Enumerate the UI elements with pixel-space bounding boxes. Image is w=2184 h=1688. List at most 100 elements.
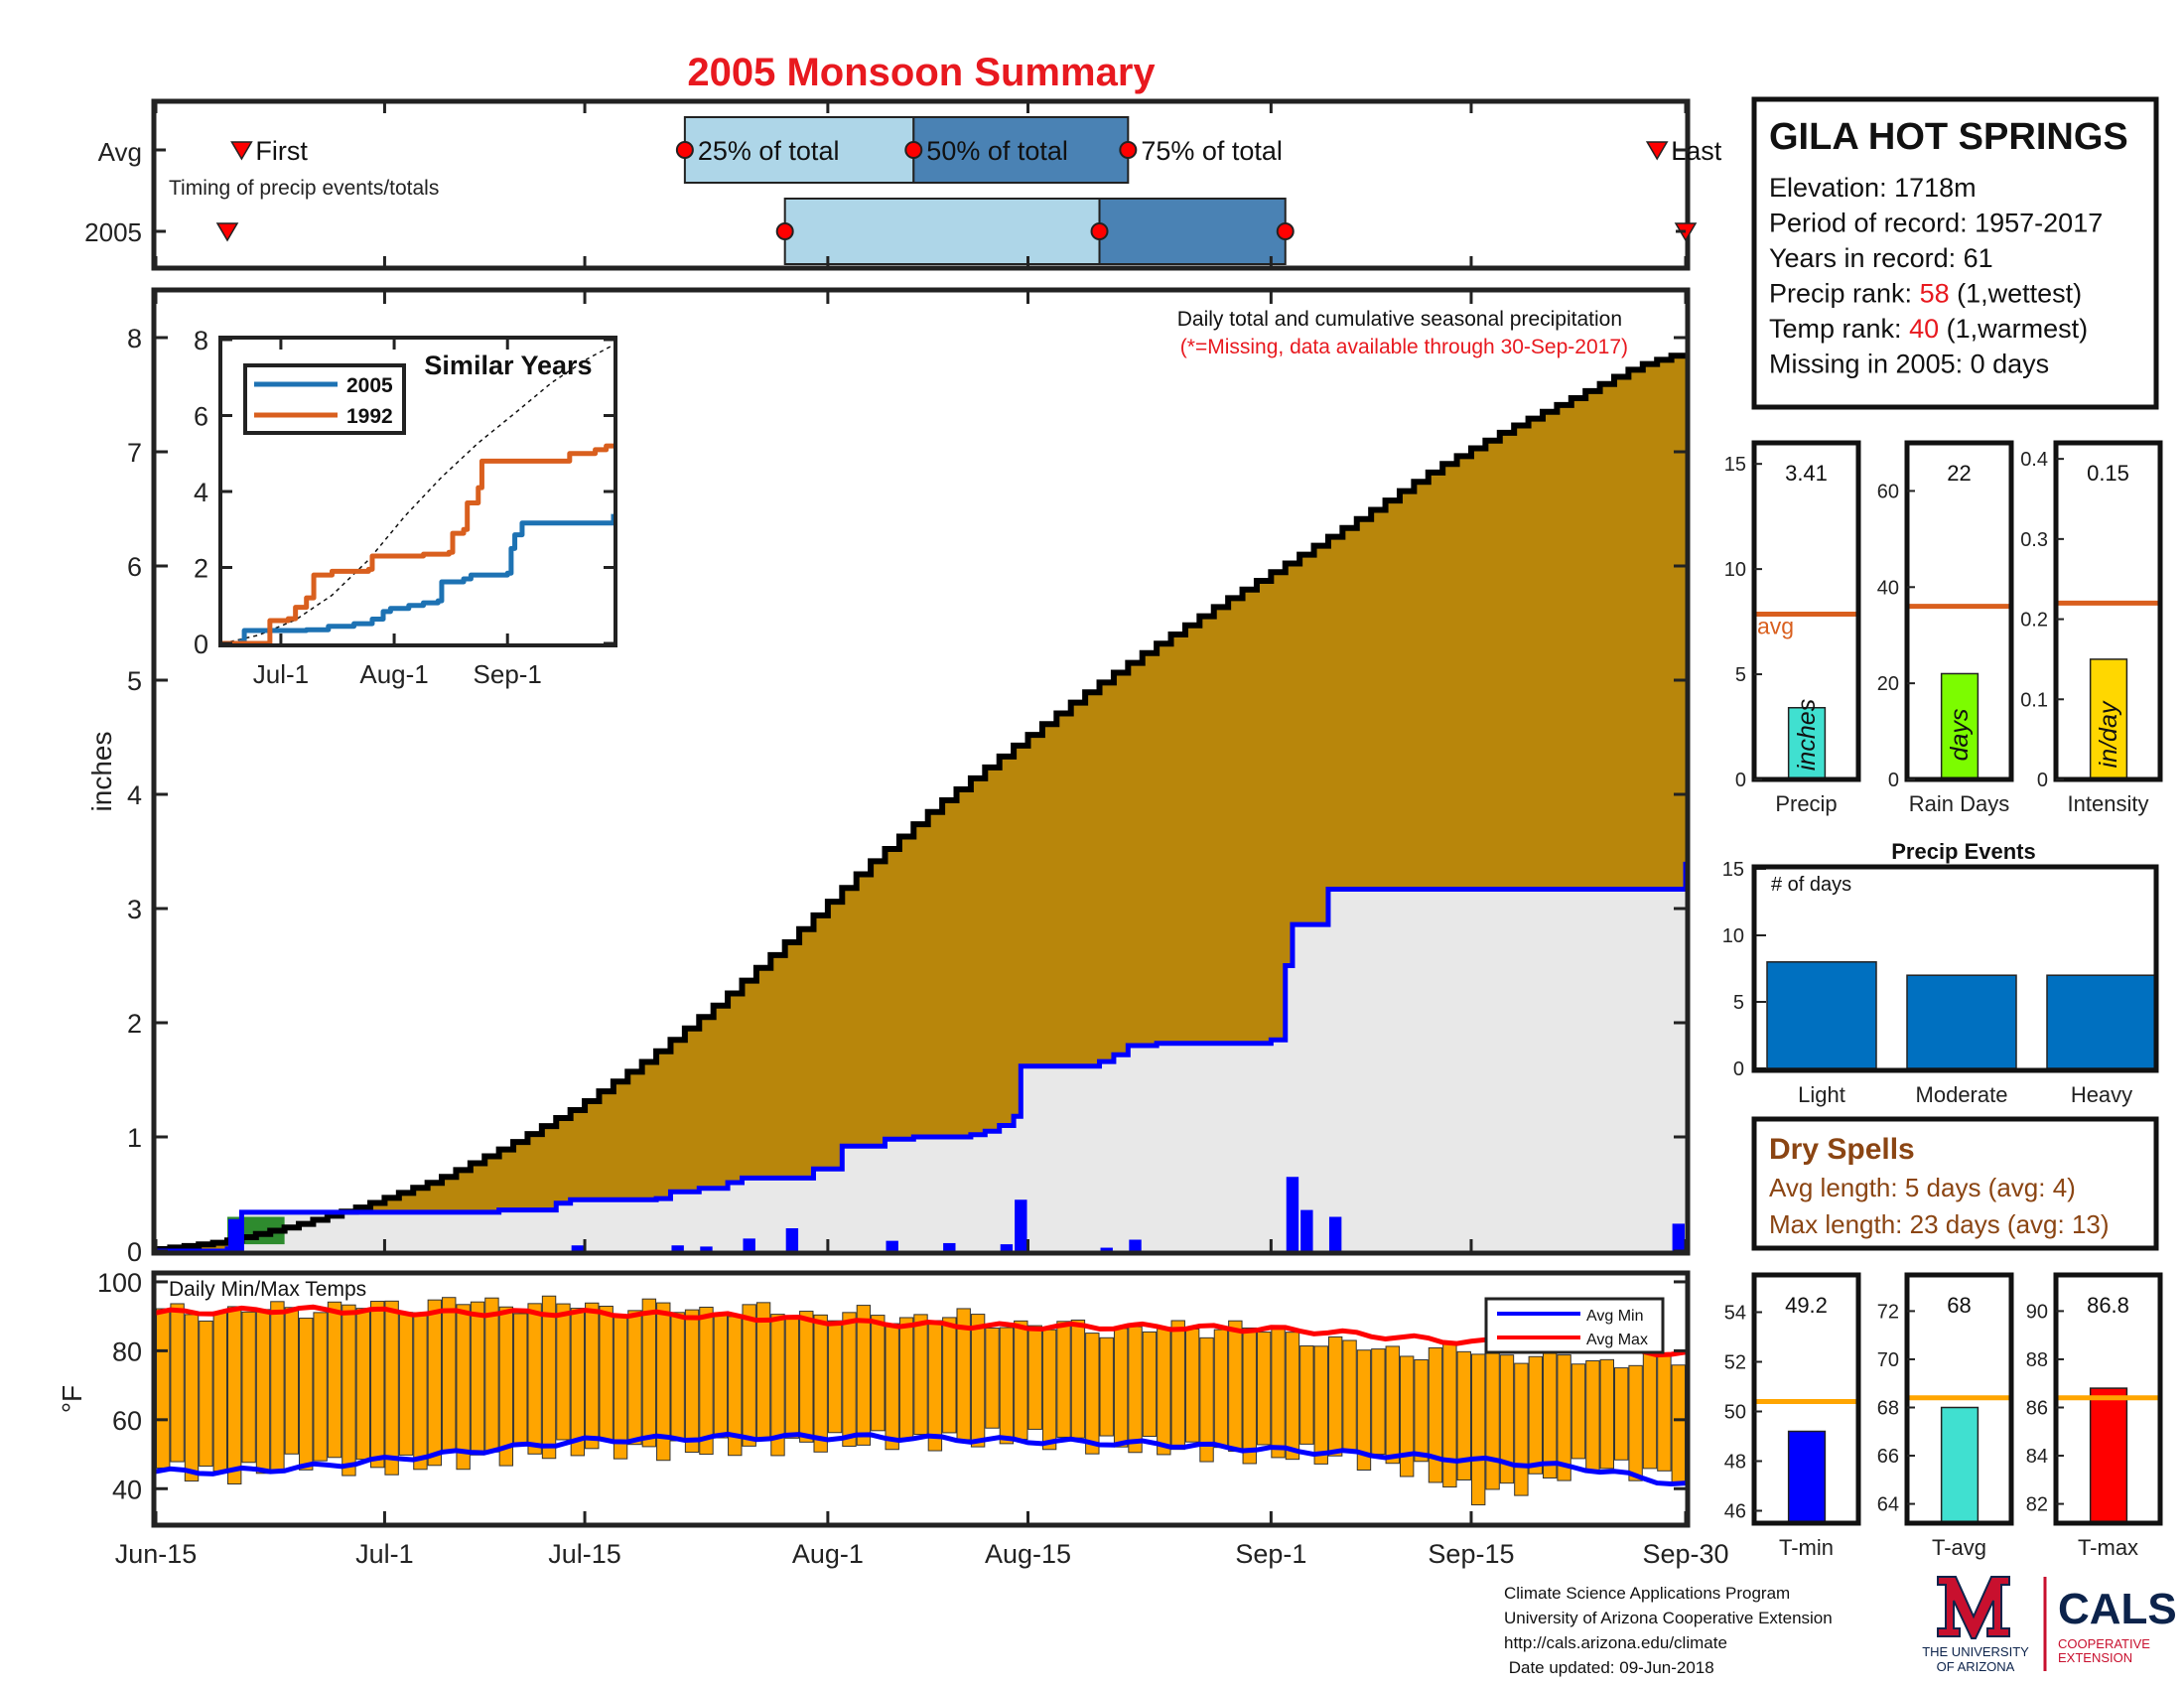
temp-mini-charts: 49.2 46 48 50 52 54 T-min 68 64 66 68 70 72 T-avg 86.8… <box>1724 1272 2163 1560</box>
mini-ytick-label: 0.3 <box>2020 529 2048 551</box>
daily-temp-bar <box>199 1320 213 1468</box>
daily-temp-bar <box>856 1305 872 1446</box>
events-ylabel: # of days <box>1771 874 1851 896</box>
daily-temp-bar <box>1199 1336 1214 1463</box>
mini-ytick-label: 72 <box>1877 1301 1899 1323</box>
daily-temp-bar <box>913 1314 928 1436</box>
daily-precip-bar <box>1000 1244 1014 1251</box>
mini-ytick-label: 10 <box>1724 559 1746 581</box>
main-annotation: Daily total and cumulative seasonal prec… <box>1177 308 1622 331</box>
daily-temp-bar <box>1628 1364 1643 1481</box>
daily-temp-bar <box>398 1312 414 1456</box>
date-axis-label: Sep-30 <box>1642 1539 1728 1569</box>
station-line-5: Temp rank: 40 (1,warmest) <box>1769 314 2088 344</box>
daily-temp-bar <box>270 1301 285 1473</box>
timing-row-2005-label: 2005 <box>84 217 142 247</box>
events-bar-heavy <box>2046 974 2157 1069</box>
mini-category-label: T-min <box>1779 1535 1834 1560</box>
timing-quartile-marker <box>1119 141 1138 159</box>
dry-spells-frame <box>1751 1116 2159 1251</box>
daily-temp-bar <box>1671 1364 1687 1484</box>
mini-ytick-label: 48 <box>1724 1452 1746 1474</box>
daily-temp-bar <box>1356 1349 1372 1472</box>
date-axis: Jun-15 Jul-1 Jul-15 Aug-1 Aug-15 Sep-1 Sep-15 S… <box>115 1511 1729 1569</box>
mini-value-label: 49.2 <box>1785 1293 1828 1318</box>
daily-temp-bar <box>1299 1344 1314 1445</box>
station-line-4: Precip rank: 58 (1,wettest) <box>1769 279 2082 309</box>
inset-frame <box>218 336 617 647</box>
daily-temp-bar <box>570 1308 586 1457</box>
daily-precip-bar <box>228 1218 241 1251</box>
avg-min-line <box>155 1431 1687 1486</box>
daily-precip-bar <box>571 1245 585 1251</box>
temps-ytick-label: 40 <box>112 1475 142 1504</box>
daily-temp-bar <box>1456 1350 1471 1480</box>
station-line-3: Years in record: 61 <box>1769 243 1993 273</box>
daily-temp-bar <box>341 1304 356 1477</box>
daily-temp-bar <box>1184 1328 1200 1443</box>
daily-temp-bar <box>456 1304 471 1471</box>
daily-temp-bar <box>1385 1345 1400 1465</box>
daily-temp-bar <box>1442 1341 1457 1488</box>
events-bar-moderate <box>1906 974 2017 1069</box>
main-ytick-label: 1 <box>127 1123 142 1153</box>
daily-temp-bar <box>1170 1320 1185 1451</box>
temps-ytick-label: 80 <box>112 1336 142 1366</box>
station-details: Elevation: 1718m Period of record: 1957-2… <box>1769 173 2103 379</box>
timing-row-avg-label: Avg <box>98 137 142 167</box>
daily-temp-bar <box>1113 1328 1129 1448</box>
ua-name-line2: OF ARIZONA <box>1937 1659 2015 1674</box>
cals-line2: EXTENSION <box>2058 1650 2132 1665</box>
daily-temp-bar <box>1228 1320 1243 1453</box>
temps-ytick-label: 100 <box>97 1268 142 1298</box>
daily-temp-bar <box>1085 1333 1100 1455</box>
daily-temp-bar <box>1528 1355 1543 1475</box>
inset-ytick-label: 6 <box>194 402 208 432</box>
daily-temp-bar <box>613 1315 628 1460</box>
daily-temp-bar <box>241 1311 256 1464</box>
daily-temp-bar <box>684 1309 700 1454</box>
dry-spells-box: Dry Spells Avg length: 5 days (avg: 4) M… <box>1751 1116 2159 1251</box>
daily-temp-bar <box>1570 1363 1586 1460</box>
daily-temp-bar <box>1327 1336 1343 1457</box>
daily-precip-bar <box>1015 1199 1027 1251</box>
mini-ytick-label: 52 <box>1724 1352 1746 1374</box>
temps-legend-min: Avg Min <box>1586 1308 1644 1325</box>
footer-line-4: Date updated: 09-Jun-2018 <box>1504 1658 1714 1677</box>
mini-ytick-label: 50 <box>1724 1402 1746 1424</box>
daily-precip-bar <box>943 1242 956 1251</box>
timing-note: Timing of precip events/totals <box>169 177 439 200</box>
mini-ytick-label: 68 <box>1877 1397 1899 1419</box>
main-ylabel: inches <box>86 732 117 812</box>
mini-ytick-label: 0.2 <box>2020 610 2048 632</box>
avg-cumulative-step-line <box>156 352 1686 1253</box>
mini-ytick-label: 0.1 <box>2020 689 2048 711</box>
events-frame <box>1751 864 2159 1073</box>
daily-temp-bar <box>670 1312 685 1442</box>
mini-bar-precip <box>1787 707 1827 780</box>
events-ytick-label: 10 <box>1722 925 1744 947</box>
daily-precip-bar <box>785 1228 799 1251</box>
ua-a-mark-icon <box>1937 1576 2010 1639</box>
daily-temp-bar <box>1499 1354 1515 1484</box>
events-ytick-label: 0 <box>1733 1058 1744 1080</box>
date-axis-label: Aug-15 <box>985 1539 1071 1569</box>
inset-xtick-label: Sep-1 <box>474 659 542 689</box>
timing-box-q50-q75 <box>912 116 1130 184</box>
mini-bar-t-avg <box>1940 1406 1979 1524</box>
daily-temp-bar <box>1256 1332 1272 1446</box>
mini-panel-frame <box>1904 440 2014 782</box>
daily-temp-bar <box>470 1301 485 1456</box>
inset-series-1992 <box>222 443 614 646</box>
daily-temp-bar <box>699 1306 714 1456</box>
avg-max-line <box>155 1304 1687 1358</box>
timing-first-marker <box>230 141 253 161</box>
daily-precip-bar <box>1129 1239 1142 1251</box>
daily-temp-bar <box>641 1298 657 1448</box>
inset-ytick-label: 0 <box>194 630 208 659</box>
mini-ytick-label: 70 <box>1877 1349 1899 1371</box>
daily-precip-bar <box>886 1240 898 1251</box>
footer-line-2: University of Arizona Cooperative Extens… <box>1504 1609 1833 1627</box>
main-ytick-label: 7 <box>127 438 142 468</box>
dry-spells-title: Dry Spells <box>1769 1133 1915 1166</box>
